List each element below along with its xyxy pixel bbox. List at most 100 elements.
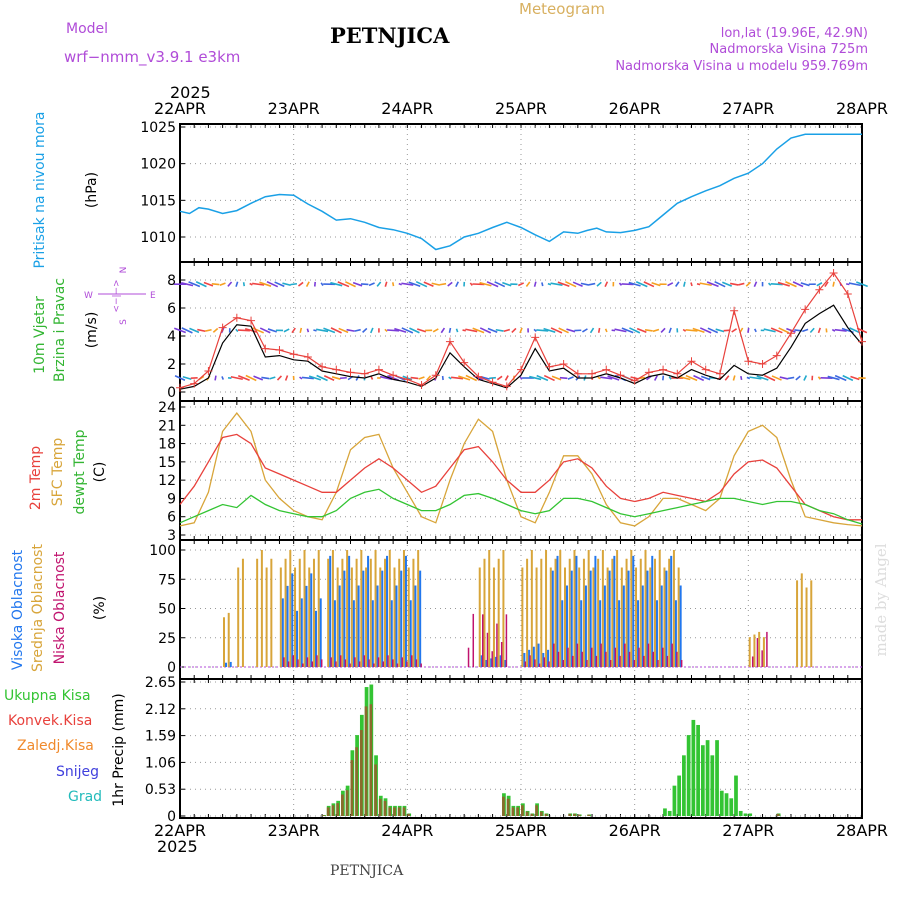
- y-tick-label: 6: [167, 510, 176, 526]
- footer-station: PETNJICA: [330, 863, 404, 879]
- wind-arrow: [787, 376, 795, 380]
- wind-gust-marker: [843, 290, 852, 298]
- wind-arrow: [771, 375, 782, 381]
- wind-gust-marker: [602, 365, 611, 374]
- wind-arrow: [834, 328, 847, 332]
- wind-arrow: [448, 376, 452, 380]
- wind-panel: 0 2 4 6 8: [167, 261, 868, 402]
- wind-arrow: [683, 281, 686, 287]
- precip-legend-frozen: Zaledj.Kisa: [17, 738, 94, 754]
- wind-gust-marker: [360, 369, 369, 378]
- precip-bar-conv: [350, 760, 354, 816]
- y-tick-label: 9: [167, 491, 176, 507]
- wind-gust-marker: [545, 362, 554, 371]
- wind-arrow: [455, 281, 459, 288]
- precip-bar-conv: [388, 807, 392, 816]
- wind-gust-marker: [275, 346, 284, 354]
- wind-arrow: [565, 280, 577, 288]
- wind-arrow: [331, 376, 341, 380]
- precip-bar: [663, 808, 667, 816]
- precip-bar-conv: [573, 813, 576, 816]
- wind-arrow: [692, 327, 705, 334]
- wind-arrow: [809, 327, 815, 334]
- wind-gust-marker: [588, 369, 597, 378]
- precip-bar: [724, 793, 729, 816]
- wind-gust-marker: [858, 337, 866, 346]
- wind-arrow: [502, 281, 512, 287]
- wind-arrow: [700, 375, 711, 381]
- wind-gust-marker: [772, 351, 781, 360]
- wind-arrow: [230, 375, 243, 381]
- wind-arrow: [181, 282, 194, 287]
- precip-bar: [743, 813, 748, 816]
- wind-arrow: [267, 328, 277, 333]
- wind-arrow: [745, 281, 751, 287]
- y-tick-label: 100: [149, 543, 176, 559]
- wind-gust-marker: [701, 365, 710, 374]
- wind-gust-marker: [517, 365, 525, 374]
- wind-arrow: [297, 281, 304, 287]
- wind-arrow: [737, 282, 745, 286]
- time-tick-bottom: 25APR: [495, 821, 547, 840]
- wind-arrow: [323, 375, 335, 381]
- wind-arrow: [644, 329, 653, 332]
- precip-bar-conv: [568, 813, 572, 816]
- precip-bar-conv: [326, 807, 330, 816]
- coords-label: lon,lat (19.96E, 42.9N): [721, 26, 868, 41]
- wind-arrow: [504, 375, 509, 381]
- wind-arrow: [290, 282, 298, 286]
- wind-arrow: [519, 327, 523, 334]
- wind-arrow: [495, 328, 504, 332]
- wind-arrow: [559, 376, 568, 380]
- precip-bar-conv: [374, 764, 377, 816]
- wind-arrow: [398, 282, 402, 286]
- precip-legend-snow: Snijeg: [56, 764, 99, 780]
- wind-arrow: [763, 328, 776, 333]
- header: Model wrf−nmm_v3.9.1 e3km PETNJICA Meteo…: [64, 0, 868, 74]
- wind-arrow: [212, 327, 219, 333]
- y-tick-label: 2.65: [145, 675, 176, 691]
- wind-gust-marker: [644, 368, 653, 377]
- wind-arrow: [600, 376, 613, 380]
- cloud-label-3: Niska Oblacnost: [52, 551, 68, 664]
- wind-arrow: [301, 376, 314, 380]
- wind-arrow: [827, 375, 840, 381]
- wind-arrow: [221, 376, 225, 380]
- wind-arrow: [795, 375, 801, 381]
- wind-arrow: [643, 281, 655, 288]
- wind-arrow: [746, 376, 751, 380]
- wind-gust-marker: [204, 367, 213, 375]
- wind-arrow: [368, 282, 375, 287]
- y-tick-label: 25: [158, 631, 176, 647]
- wind-arrow: [409, 327, 420, 334]
- time-tick-bottom: 28APR: [836, 821, 888, 840]
- watermark: made by Angel: [872, 543, 890, 656]
- wind-arrow: [205, 328, 212, 332]
- pressure-label: Pritisak na nivou mora: [32, 111, 48, 268]
- y-tick-label: 8: [167, 273, 176, 289]
- wind-gust-marker: [417, 381, 426, 389]
- wind-arrow: [352, 281, 363, 287]
- pressure-unit: (hPa): [84, 172, 100, 208]
- wind-arrow: [849, 327, 861, 334]
- wind-arrow: [824, 281, 829, 287]
- wind-arrow: [834, 374, 847, 382]
- y-tick-label: 3: [167, 528, 176, 544]
- wind-arrow: [572, 281, 583, 287]
- wind-arrow: [472, 327, 485, 334]
- compass-n: N: [119, 267, 129, 274]
- wind-arrow: [628, 281, 641, 287]
- wind-arrow: [469, 282, 473, 286]
- precip-bar-conv: [587, 814, 591, 816]
- wind-gust-marker: [531, 333, 540, 342]
- wind-arrow: [276, 375, 283, 381]
- precip-bar-conv: [776, 813, 780, 816]
- y-tick-label: 2.12: [145, 702, 176, 718]
- precip-bar: [705, 740, 710, 816]
- wind-arrow: [337, 281, 350, 288]
- wind-arrow: [597, 327, 601, 333]
- wind-arrow: [693, 374, 705, 382]
- wind-gust-marker: [659, 365, 668, 374]
- precip-bar-conv: [539, 811, 543, 816]
